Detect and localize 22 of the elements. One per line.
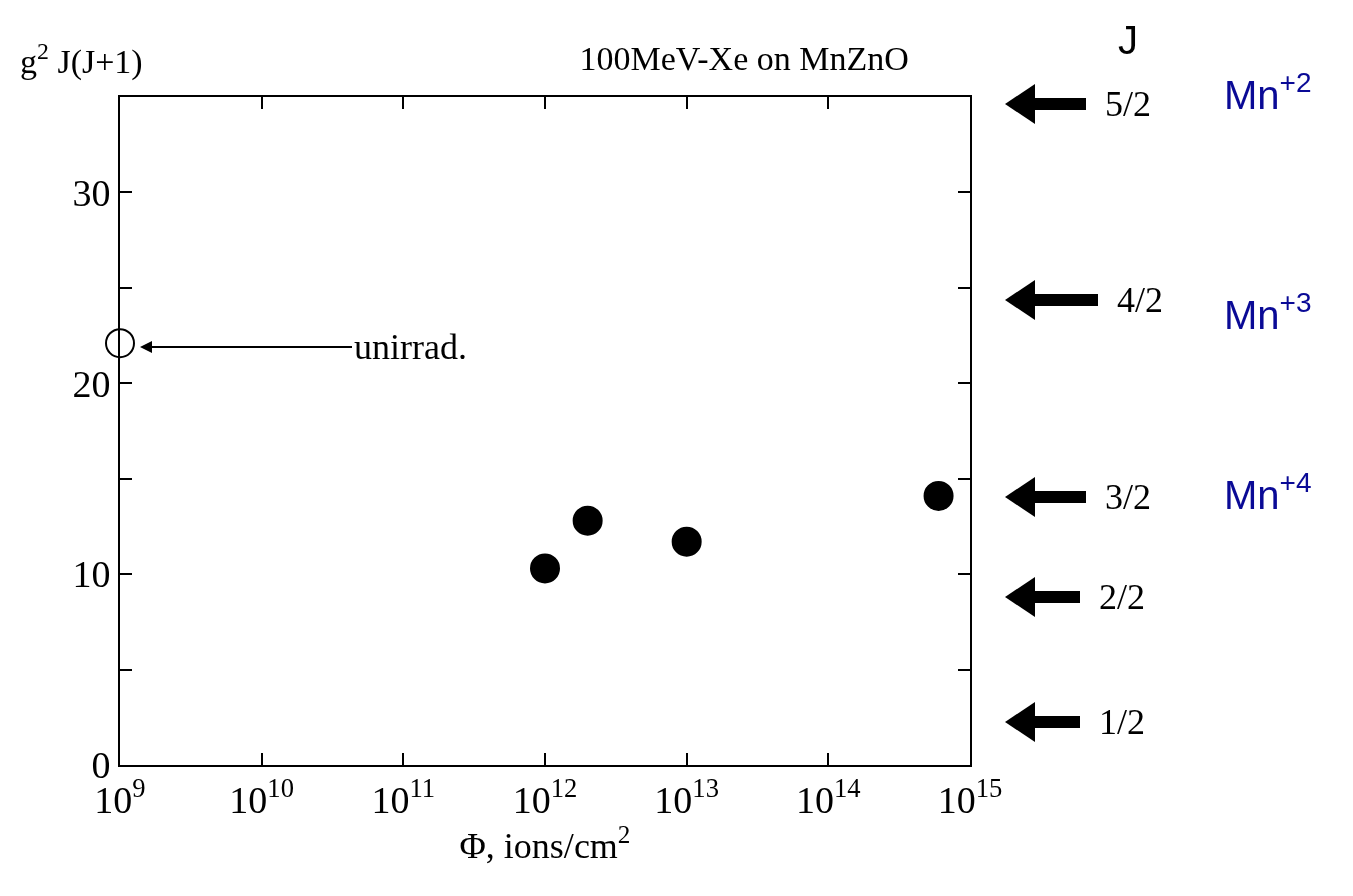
x-tick-label: 10$^{13}$ <box>654 772 719 821</box>
annotation: unirrad. <box>354 327 467 367</box>
text: J <box>1118 18 1138 62</box>
text: 1/2 <box>1099 702 1146 742</box>
y-axis-title: g$^{2}$ J(J+1) <box>20 38 143 82</box>
x-axis-title: Φ, ions/cm$^{2}$ <box>459 820 631 866</box>
text: 3/2 <box>1105 477 1152 517</box>
text: Mn$^{+4}$ <box>1224 467 1312 517</box>
x-tick-label: 10$^{12}$ <box>512 772 578 821</box>
x-tick-label: 10$^{14}$ <box>796 772 861 821</box>
text: 2/2 <box>1099 577 1146 617</box>
x-tick-label: 10$^{10}$ <box>229 772 294 821</box>
text: 4/2 <box>1117 280 1164 320</box>
y-tick-label: 30 <box>72 171 111 214</box>
text: Mn$^{+3}$ <box>1224 287 1312 337</box>
y-tick-label: 20 <box>72 362 111 405</box>
chart-title: 100MeV-Xe on MnZnO <box>579 40 909 78</box>
y-tick-label: 10 <box>72 553 111 596</box>
x-tick-label: 10$^{11}$ <box>371 772 436 821</box>
x-tick-label: 10$^{15}$ <box>937 772 1003 821</box>
text: 5/2 <box>1105 84 1152 124</box>
text: Mn$^{+2}$ <box>1224 67 1312 117</box>
